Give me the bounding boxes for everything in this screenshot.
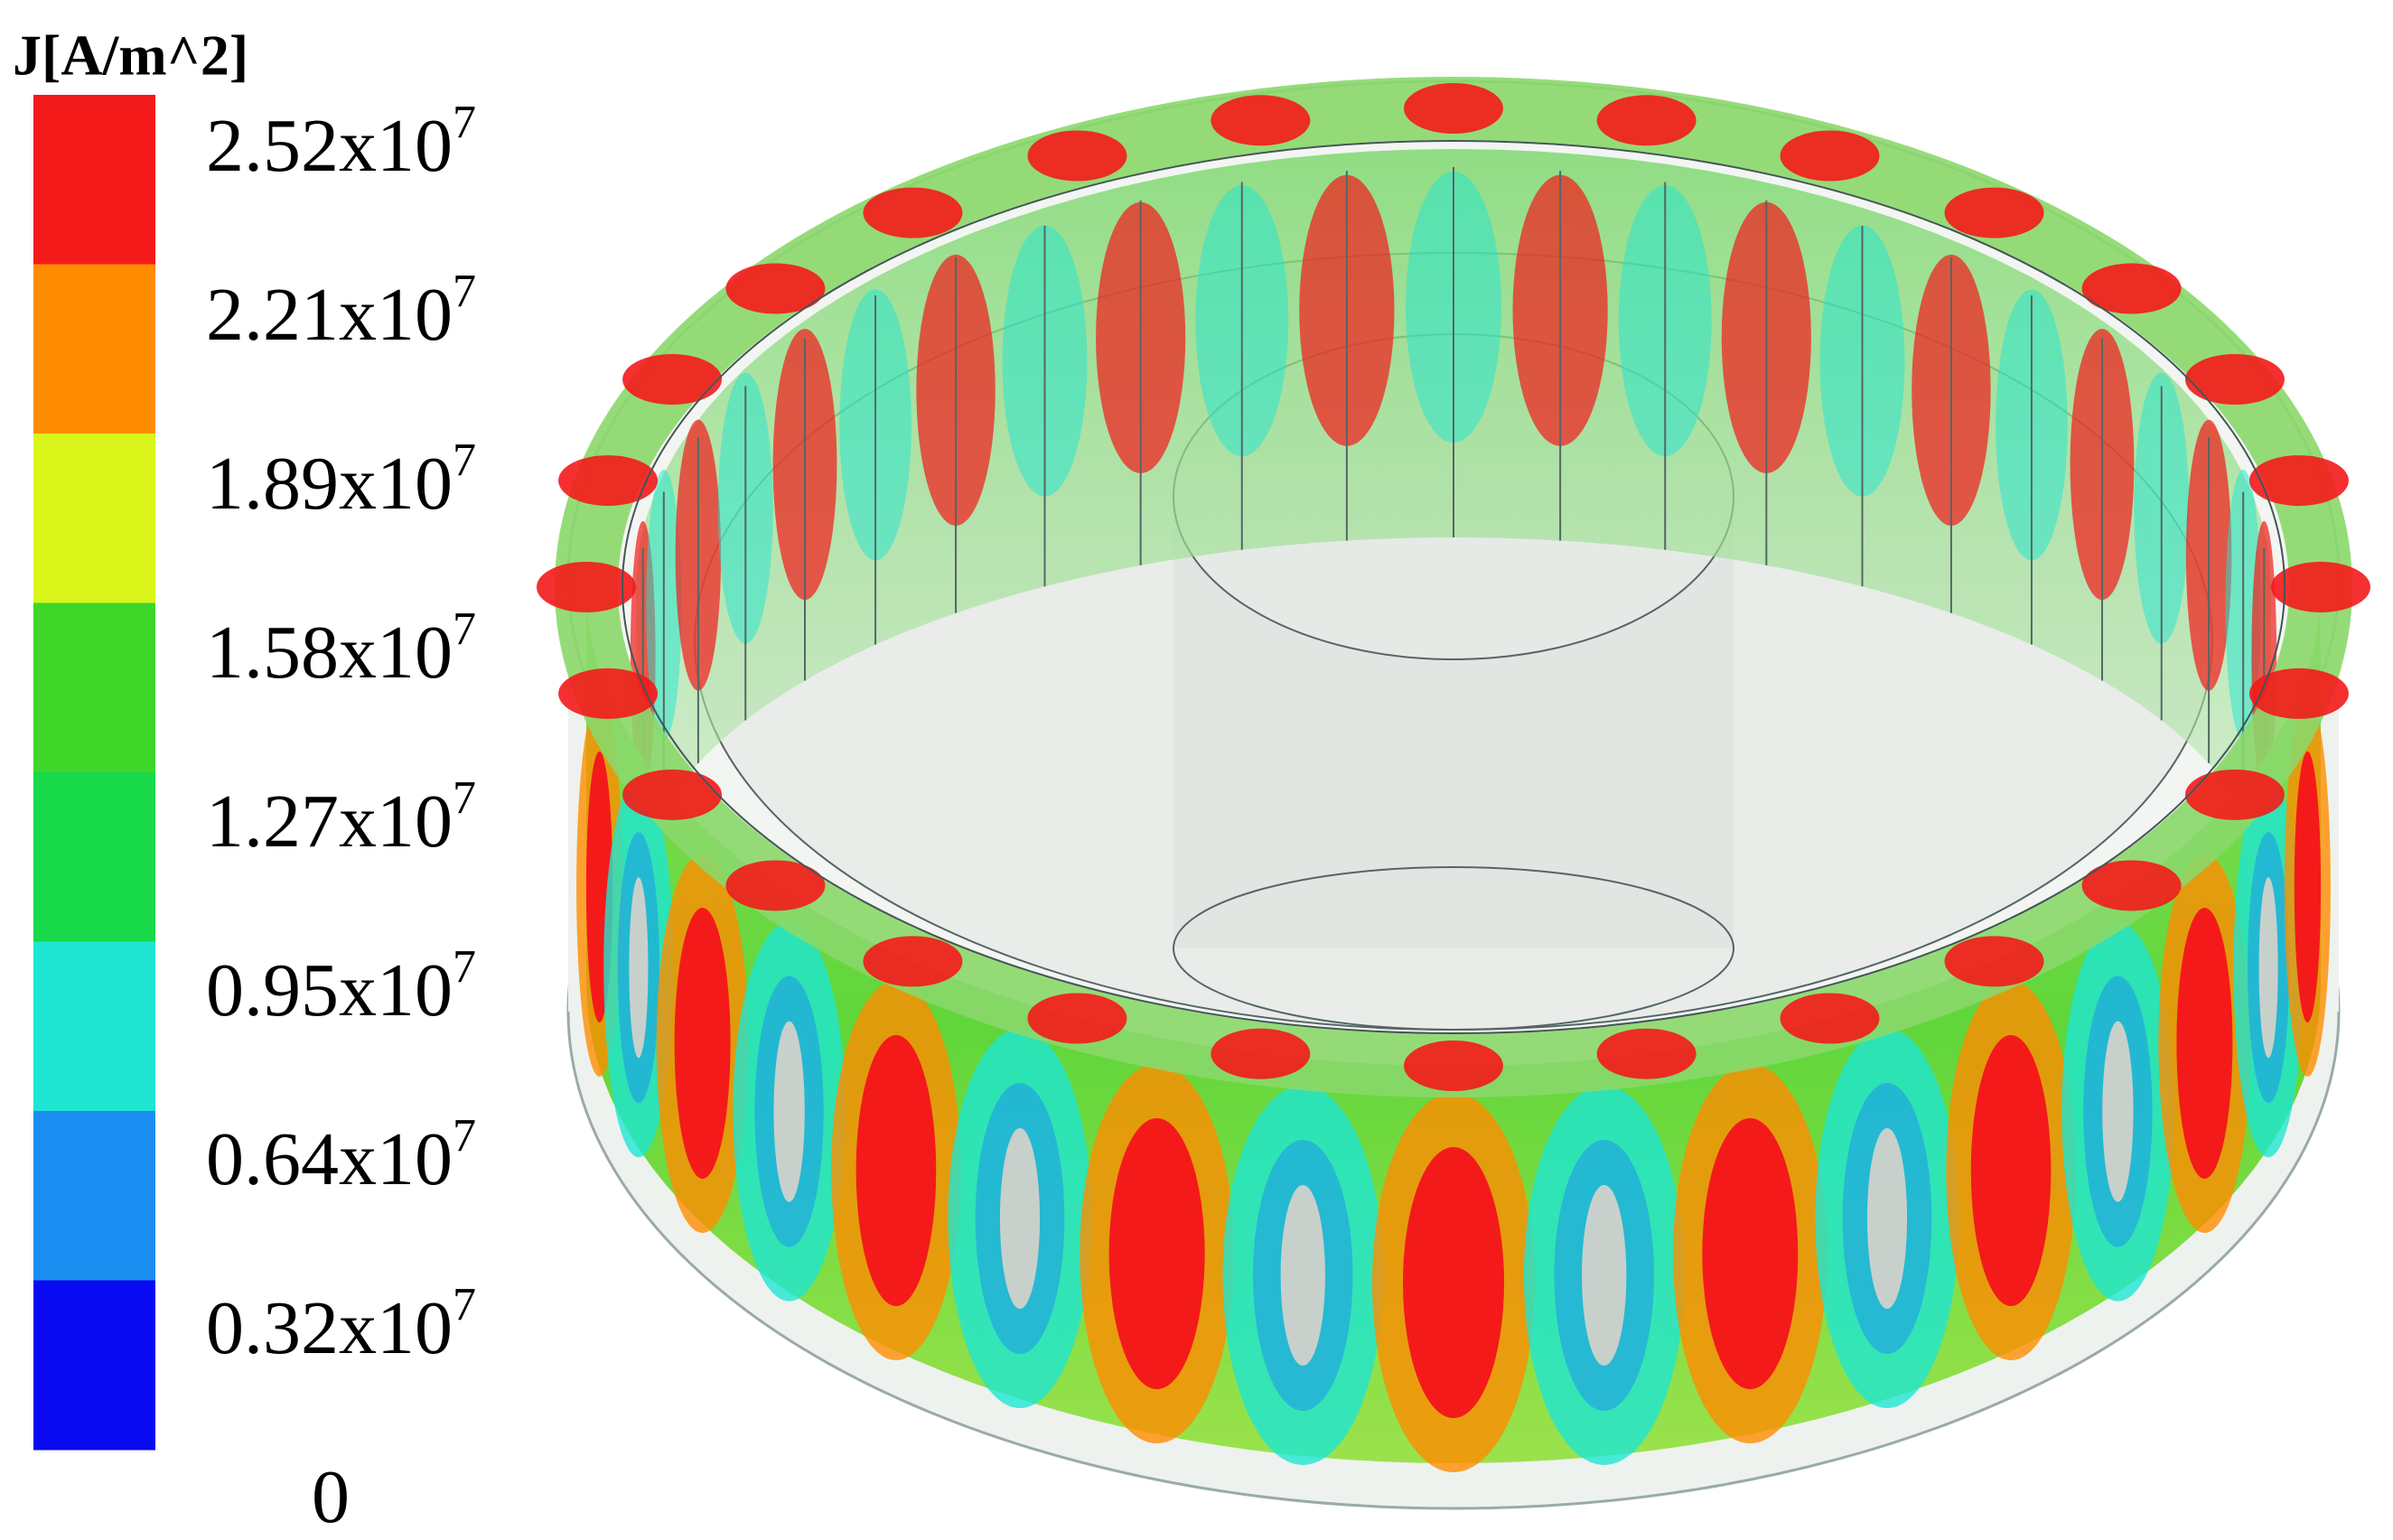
label-mantissa: 1.27x10 <box>206 779 453 863</box>
legend-swatch <box>33 1280 155 1451</box>
label-mantissa: 1.58x10 <box>206 611 453 695</box>
legend-label: 0.64x107 <box>206 1110 476 1201</box>
legend-label: 0.95x107 <box>206 941 476 1032</box>
legend-label: 0.32x107 <box>206 1279 476 1370</box>
rim-patch <box>1027 130 1127 182</box>
band-core <box>1702 1118 1799 1390</box>
legend: J[A/m^2] 2.52x1072.21x1071.89x1071.58x10… <box>13 23 476 1540</box>
rim-patch <box>1404 83 1503 134</box>
band-core <box>855 1035 937 1307</box>
legend-swatch <box>33 95 155 265</box>
rim-patch <box>1211 95 1311 146</box>
rim-patch <box>725 263 826 314</box>
legend-label: 1.89x107 <box>206 434 476 526</box>
legend-label: 2.21x107 <box>206 266 476 357</box>
rim-patch <box>2271 562 2370 612</box>
hub-bottom <box>1173 866 1734 1031</box>
rim-patch <box>1404 1041 1503 1091</box>
label-exponent: 7 <box>453 434 476 486</box>
rim-patch <box>1780 130 1880 182</box>
rim-patch <box>537 562 636 612</box>
band-center <box>773 1021 805 1202</box>
band-center <box>1582 1184 1627 1366</box>
legend-label: 0 <box>312 1455 350 1539</box>
rim-patch <box>2184 354 2285 406</box>
rim-patch <box>1780 993 1880 1044</box>
legend-label: 2.52x107 <box>206 97 476 188</box>
label-exponent: 7 <box>453 97 476 148</box>
label-mantissa: 0.64x10 <box>206 1117 453 1201</box>
legend-swatch <box>33 941 155 1112</box>
rim-patch <box>622 769 723 820</box>
label-mantissa: 2.52x10 <box>206 104 453 188</box>
legend-label: 1.27x107 <box>206 772 476 863</box>
label-exponent: 7 <box>453 266 476 317</box>
rim-patch <box>1944 936 2044 987</box>
band-center <box>2102 1021 2134 1202</box>
legend-swatch <box>33 1111 155 1281</box>
band-core <box>1108 1118 1205 1390</box>
band-center <box>1866 1127 1908 1309</box>
band-center <box>2258 877 2278 1059</box>
rim-edge <box>622 140 2286 1034</box>
simulation-view <box>537 77 2370 1510</box>
band-core <box>1970 1035 2052 1307</box>
label-exponent: 7 <box>453 1279 476 1330</box>
label-mantissa: 1.89x10 <box>206 442 453 526</box>
band-core <box>1403 1147 1504 1418</box>
rim-patch <box>1027 993 1127 1044</box>
label-mantissa: 2.21x10 <box>206 273 453 357</box>
rim-patch <box>725 860 826 911</box>
rim-patch <box>1596 95 1697 146</box>
label-exponent: 7 <box>453 603 476 655</box>
label-mantissa: 0.95x10 <box>206 948 453 1032</box>
band-core <box>2294 751 2322 1023</box>
legend-swatch <box>33 602 155 773</box>
rim-patch <box>2248 667 2349 719</box>
rim-patch <box>622 354 723 406</box>
legend-label: 1.58x107 <box>206 603 476 695</box>
label-exponent: 7 <box>453 772 476 824</box>
legend-swatch <box>33 264 155 434</box>
rim-patch <box>558 667 659 719</box>
rim-patch <box>2081 263 2182 314</box>
rim-patch <box>863 187 963 238</box>
label-mantissa: 0.32x10 <box>206 1286 453 1370</box>
band-center <box>999 1127 1041 1309</box>
rim-patch <box>1211 1028 1311 1079</box>
rim-patch <box>1944 187 2044 238</box>
band-center <box>629 877 649 1059</box>
band-core <box>674 908 731 1179</box>
rim-patch <box>2248 455 2349 507</box>
legend-title: J[A/m^2] <box>13 23 248 88</box>
rim-patch <box>2081 860 2182 911</box>
rim-patch <box>863 936 963 987</box>
band-center <box>1280 1184 1325 1366</box>
legend-swatch <box>33 434 155 603</box>
label-exponent: 7 <box>453 941 476 993</box>
rim-patch <box>558 455 659 507</box>
band-core <box>2176 908 2233 1179</box>
label-mantissa: 0 <box>312 1455 350 1539</box>
legend-swatch <box>33 772 155 942</box>
rim-patch <box>2184 769 2285 820</box>
label-exponent: 7 <box>453 1110 476 1162</box>
rim-patch <box>1596 1028 1697 1079</box>
